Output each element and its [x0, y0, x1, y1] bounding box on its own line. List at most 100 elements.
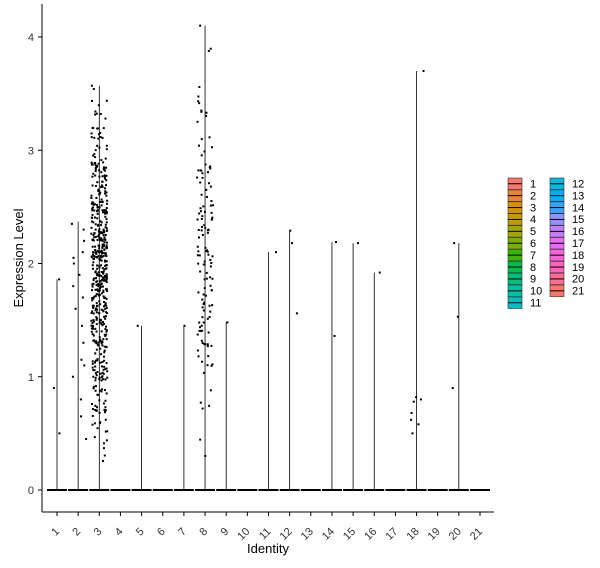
data-point — [92, 154, 95, 157]
data-point — [94, 404, 97, 407]
data-point — [97, 274, 100, 277]
violin-group-8 — [195, 24, 216, 491]
data-point — [103, 248, 106, 251]
data-point — [97, 255, 100, 258]
data-point — [101, 231, 104, 234]
data-point — [211, 204, 214, 207]
data-point — [201, 342, 204, 345]
data-point — [210, 218, 213, 221]
data-point — [90, 312, 93, 315]
data-point — [417, 423, 420, 426]
data-point — [82, 228, 85, 231]
data-point — [94, 149, 97, 152]
data-point — [412, 400, 415, 403]
data-point — [201, 298, 204, 301]
data-point — [97, 251, 100, 254]
data-point — [100, 365, 103, 368]
data-point — [207, 355, 210, 358]
legend-label: 4 — [530, 214, 536, 226]
data-point — [100, 308, 103, 311]
data-point — [100, 250, 103, 253]
data-point — [100, 256, 103, 259]
data-point — [104, 190, 107, 193]
legend-label: 19 — [572, 262, 584, 274]
data-point — [95, 409, 98, 412]
data-point — [103, 279, 106, 282]
data-point — [103, 408, 106, 411]
data-point — [90, 202, 93, 205]
data-point — [451, 387, 454, 390]
data-point — [205, 111, 208, 114]
data-point — [95, 330, 98, 333]
violin-group-16 — [364, 271, 385, 491]
data-point — [99, 303, 102, 306]
data-point — [106, 430, 109, 433]
data-point — [104, 317, 107, 320]
data-point — [208, 315, 211, 318]
data-point — [91, 289, 94, 292]
violin-group-15 — [343, 242, 364, 491]
data-point — [104, 368, 107, 371]
legend-label: 1 — [530, 179, 536, 191]
data-point — [95, 251, 98, 254]
data-point — [199, 24, 202, 27]
data-point — [101, 324, 104, 327]
data-point — [95, 252, 98, 255]
data-point — [96, 393, 99, 396]
data-point — [91, 184, 94, 187]
data-point — [95, 256, 98, 259]
data-point — [101, 175, 104, 178]
data-point — [92, 261, 95, 264]
data-point — [106, 376, 109, 379]
legend-item-9: 9 — [507, 272, 536, 286]
data-point — [101, 344, 104, 347]
data-point — [101, 340, 104, 343]
y-tick-label: 3 — [28, 145, 34, 157]
data-point — [94, 161, 97, 164]
data-point — [104, 304, 107, 307]
data-point — [422, 69, 425, 72]
data-point — [91, 285, 94, 288]
data-point — [205, 114, 208, 117]
data-point — [200, 193, 203, 196]
data-point — [100, 292, 103, 295]
data-point — [101, 388, 104, 391]
data-point — [93, 152, 96, 155]
data-point — [206, 343, 209, 346]
data-point — [104, 233, 107, 236]
data-point — [103, 174, 106, 177]
data-point — [102, 378, 105, 381]
data-point — [99, 200, 102, 203]
data-point — [196, 218, 199, 221]
data-point — [96, 212, 99, 215]
data-point — [98, 190, 101, 193]
data-point — [105, 346, 108, 349]
data-point — [96, 238, 99, 241]
data-point — [90, 232, 93, 235]
legend-label: 9 — [530, 274, 536, 286]
data-point — [105, 264, 108, 267]
data-point — [104, 335, 107, 338]
data-point — [105, 362, 108, 365]
data-point — [94, 249, 97, 252]
data-point — [202, 303, 205, 306]
data-point — [97, 188, 100, 191]
data-point — [95, 203, 98, 206]
violin-group-14 — [321, 240, 342, 491]
data-point — [209, 276, 212, 279]
data-point — [94, 294, 97, 297]
data-point — [92, 324, 95, 327]
data-point — [91, 423, 94, 426]
data-point — [92, 257, 95, 260]
data-point — [90, 196, 93, 199]
legend-label: 6 — [530, 238, 536, 250]
data-point — [105, 267, 108, 270]
data-point — [103, 268, 106, 271]
data-point — [100, 264, 103, 267]
data-point — [104, 389, 107, 392]
data-point — [104, 378, 107, 381]
data-point — [94, 379, 97, 382]
data-point — [196, 254, 199, 257]
data-point — [103, 241, 106, 244]
y-ticks: 0 1 2 3 4 — [28, 32, 42, 497]
